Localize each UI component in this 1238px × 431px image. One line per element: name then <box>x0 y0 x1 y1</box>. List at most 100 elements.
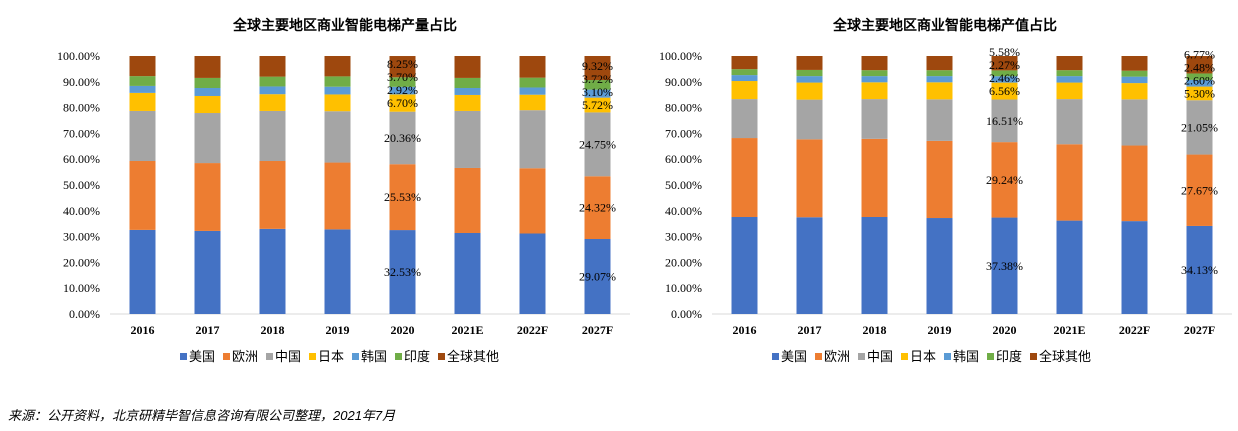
bar-segment-2027F-印度 <box>1186 73 1213 80</box>
bar-segment-2017-印度 <box>796 69 823 77</box>
data-label: 20.36% <box>384 131 421 145</box>
legend-label: 日本 <box>910 349 936 364</box>
bar-segment-2020-全球其他 <box>389 56 416 78</box>
x-tick-label: 2017 <box>196 323 220 337</box>
bar-segment-2019-全球其他 <box>926 56 953 71</box>
y-tick-label: 40.00% <box>63 204 100 218</box>
data-label: 27.67% <box>1181 183 1218 197</box>
legend: 美国 欧洲 中国 日本 韩国 印度 全球其他 <box>180 349 499 364</box>
bar-segment-2019-日本 <box>926 82 953 100</box>
bar-segment-2021E-中国 <box>1056 99 1083 145</box>
x-tick-label: 2027F <box>1184 323 1215 337</box>
x-tick-label: 2020 <box>993 323 1017 337</box>
bar-segment-2016-欧洲 <box>731 138 758 217</box>
x-tick-label: 2021E <box>1053 323 1085 337</box>
data-label: 24.75% <box>579 137 616 151</box>
bar-segment-2020-美国 <box>389 230 416 314</box>
data-label: 29.07% <box>579 269 616 283</box>
bar-segment-2018-美国 <box>259 228 286 314</box>
bar-segment-2020-中国 <box>389 111 416 165</box>
bar-segment-2020-印度 <box>991 70 1018 77</box>
legend-label: 日本 <box>318 349 344 364</box>
bar-segment-2022F-日本 <box>519 94 546 111</box>
data-label: 3.70% <box>387 70 418 84</box>
bar-segment-2020-欧洲 <box>991 142 1018 218</box>
bar-segment-2016-美国 <box>731 216 758 314</box>
bar-segment-2019-美国 <box>324 229 351 314</box>
x-tick-label: 2027F <box>582 323 613 337</box>
data-label: 37.38% <box>986 259 1023 273</box>
bar-segment-2017-中国 <box>194 113 221 164</box>
bar-segment-2017-欧洲 <box>796 139 823 218</box>
bar-segment-2021E-印度 <box>454 77 481 88</box>
bar-segment-2016-全球其他 <box>731 56 758 70</box>
legend-label: 中国 <box>275 349 301 364</box>
legend-swatch <box>987 353 994 360</box>
x-tick-label: 2021E <box>451 323 483 337</box>
y-tick-label: 40.00% <box>665 204 702 218</box>
y-tick-label: 0.00% <box>671 307 702 321</box>
bar-segment-2016-中国 <box>129 110 156 162</box>
y-tick-label: 30.00% <box>63 230 100 244</box>
data-label: 2.27% <box>989 58 1020 72</box>
bar-segment-2019-日本 <box>324 94 351 112</box>
bar-segment-2018-全球其他 <box>861 56 888 71</box>
data-label: 9.32% <box>582 59 613 73</box>
chart-2: 全球主要地区商业智能电梯产值占比 0.00% 10.00% 20.00% 30.00% 4… <box>659 17 1232 364</box>
legend-label: 美国 <box>189 349 215 364</box>
y-tick-label: 60.00% <box>665 152 702 166</box>
legend-swatch <box>352 353 359 360</box>
data-label: 5.30% <box>1184 86 1215 100</box>
bar-segment-2027F-美国 <box>584 238 611 314</box>
bar-segment-2020-印度 <box>389 77 416 87</box>
bar-segment-2018-印度 <box>259 76 286 87</box>
y-tick-label: 10.00% <box>63 281 100 295</box>
legend-swatch <box>180 353 187 360</box>
legend-swatch <box>309 353 316 360</box>
bar-segment-2027F-全球其他 <box>1186 56 1213 74</box>
bar-segment-2027F-欧洲 <box>584 176 611 239</box>
bar-segment-2027F-中国 <box>584 112 611 177</box>
bar-segment-2020-韩国 <box>991 76 1018 83</box>
bar-segment-2019-美国 <box>926 218 953 314</box>
data-label: 3.72% <box>582 72 613 86</box>
legend-label: 全球其他 <box>1039 349 1091 364</box>
legend-swatch <box>858 353 865 360</box>
bar-segment-2022F-中国 <box>519 110 546 169</box>
x-tick-label: 2016 <box>131 323 155 337</box>
bar-segment-2017-欧洲 <box>194 163 221 231</box>
y-tick-label: 10.00% <box>665 281 702 295</box>
x-tick-label: 2018 <box>261 323 285 337</box>
legend: 美国 欧洲 中国 日本 韩国 印度 全球其他 <box>772 349 1091 364</box>
data-label: 34.13% <box>1181 263 1218 277</box>
bar-segment-2022F-欧洲 <box>519 168 546 234</box>
bar-segment-2018-中国 <box>861 99 888 139</box>
chart-title: 全球主要地区商业智能电梯产量占比 <box>232 17 457 34</box>
bar-segment-2022F-韩国 <box>1121 76 1148 84</box>
data-label: 5.58% <box>989 45 1020 59</box>
bar-segment-2018-印度 <box>861 70 888 77</box>
y-tick-label: 20.00% <box>665 255 702 269</box>
data-label: 32.53% <box>384 265 421 279</box>
bar-segment-2018-欧洲 <box>259 161 286 229</box>
bar-segment-2022F-美国 <box>1121 221 1148 314</box>
bar-segment-2018-全球其他 <box>259 56 286 77</box>
data-label: 3.10% <box>582 85 613 99</box>
legend-label: 韩国 <box>953 349 979 364</box>
legend-label: 韩国 <box>361 349 387 364</box>
bar-segment-2020-美国 <box>991 217 1018 314</box>
bar-segment-2022F-中国 <box>1121 99 1148 146</box>
bar-segment-2027F-印度 <box>584 80 611 90</box>
data-label: 2.46% <box>989 71 1020 85</box>
bar-segment-2021E-欧洲 <box>1056 144 1083 221</box>
legend-label: 欧洲 <box>824 349 850 364</box>
bar-segment-2018-中国 <box>259 110 286 162</box>
bar-segment-2022F-全球其他 <box>1121 56 1148 71</box>
bar-segment-2021E-日本 <box>454 94 481 111</box>
chart-1: 全球主要地区商业智能电梯产量占比 0.00% 10.00% 20.00% 30.00% 4… <box>57 17 630 364</box>
y-tick-label: 80.00% <box>665 101 702 115</box>
bar-segment-2018-日本 <box>861 82 888 100</box>
bar-segment-2018-韩国 <box>861 76 888 83</box>
legend-swatch <box>772 353 779 360</box>
